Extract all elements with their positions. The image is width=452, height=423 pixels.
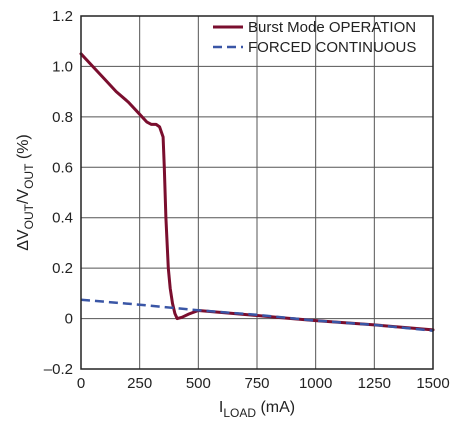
x-tick-label: 0 bbox=[77, 375, 85, 392]
y-tick-labels: –0.2 0 0.2 0.4 0.6 0.8 1.0 1.2 bbox=[44, 8, 73, 378]
x-label-unit: (mA) bbox=[256, 399, 295, 416]
series-line-0 bbox=[79, 52, 435, 332]
y-label-unit: (%) bbox=[15, 134, 32, 163]
legend-label-1: FORCED CONTINUOUS bbox=[248, 39, 416, 56]
y-label-sub1: OUT bbox=[22, 203, 36, 229]
x-label-sub: LOAD bbox=[223, 406, 256, 420]
x-tick-label: 500 bbox=[186, 375, 211, 392]
x-tick-label: 1250 bbox=[358, 375, 391, 392]
plot-frame bbox=[80, 15, 434, 370]
x-tick-label: 1000 bbox=[299, 375, 332, 392]
x-tick-label: 750 bbox=[244, 375, 269, 392]
legend-label-0: Burst Mode OPERATION bbox=[248, 19, 416, 36]
y-tick-label: 0.4 bbox=[52, 210, 73, 227]
x-tick-label: 250 bbox=[127, 375, 152, 392]
y-tick-label: –0.2 bbox=[44, 361, 73, 378]
x-tick-label: 1500 bbox=[416, 375, 449, 392]
x-axis-label: ILOAD (mA) bbox=[219, 399, 295, 420]
y-tick-label: 0.2 bbox=[52, 260, 73, 277]
series-line-1 bbox=[80, 298, 434, 332]
x-label-main: I bbox=[219, 399, 223, 416]
y-label-sub2: OUT bbox=[22, 163, 36, 189]
y-label-delta: ΔV bbox=[15, 229, 32, 251]
legend: Burst Mode OPERATION FORCED CONTINUOUS bbox=[213, 19, 416, 56]
y-label-slash: /V bbox=[15, 189, 32, 204]
y-tick-label: 0.8 bbox=[52, 109, 73, 126]
y-tick-label: 1.0 bbox=[52, 58, 73, 75]
y-tick-label: 1.2 bbox=[52, 8, 73, 25]
y-axis-label: ΔVOUT/VOUT (%) bbox=[15, 134, 36, 251]
x-tick-labels: 0 250 500 750 1000 1250 1500 bbox=[77, 375, 450, 392]
y-tick-label: 0.6 bbox=[52, 159, 73, 176]
series-layer bbox=[79, 52, 435, 332]
grid bbox=[81, 16, 433, 369]
y-tick-label: 0 bbox=[65, 311, 73, 328]
